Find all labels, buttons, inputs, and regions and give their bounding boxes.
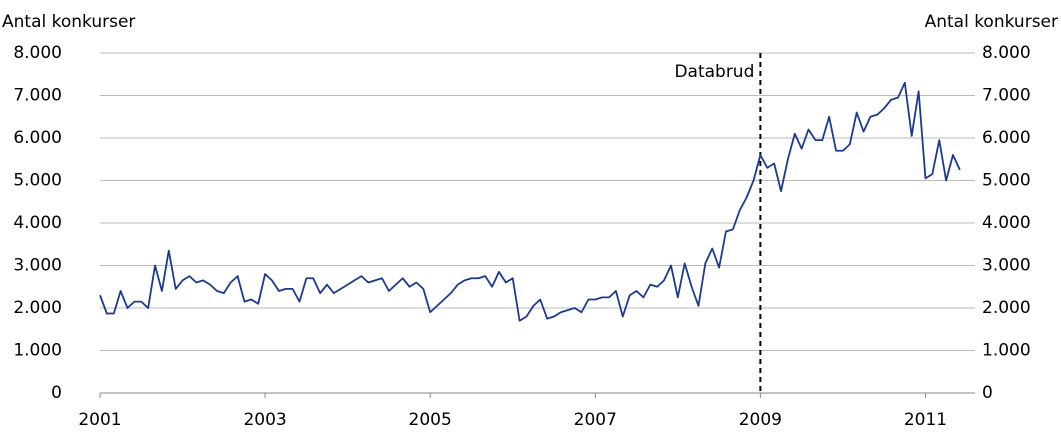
y-tick-label: 6.000 [13,128,62,148]
y2-tick-label: 2.000 [982,298,1031,318]
x-tick-label: 2007 [574,410,617,430]
x-tick-label: 2005 [409,410,452,430]
y2-tick-label: 1.000 [982,341,1031,361]
y-tick-label: 5.000 [13,171,62,191]
y-tick-label: 8.000 [13,43,62,63]
annotation: Databrud [674,62,754,82]
y2-tick-label: 7.000 [982,86,1031,106]
y-tick-label: 3.000 [13,256,62,276]
y2-tick-label: 4.000 [982,213,1031,233]
y2-tick-label: 8.000 [982,43,1031,63]
x-tick-label: 2001 [78,410,121,430]
y-tick-label: 1.000 [13,341,62,361]
y-axis-label: Antal konkurser [2,12,135,32]
series-line [99,81,961,322]
y2-tick-label: 6.000 [982,128,1031,148]
x-tick-label: 2003 [243,410,286,430]
x-tick-label: 2009 [739,410,782,430]
x-tick-label: 2011 [904,410,947,430]
y-tick-label: 2.000 [13,298,62,318]
y-tick-label: 0 [51,383,62,403]
y2-axis-label: Antal konkurser [925,12,1058,32]
y-tick-label: 4.000 [13,213,62,233]
y-tick-label: 7.000 [13,86,62,106]
y2-tick-label: 5.000 [982,171,1031,191]
y2-tick-label: 0 [982,383,993,403]
y2-tick-label: 3.000 [982,256,1031,276]
